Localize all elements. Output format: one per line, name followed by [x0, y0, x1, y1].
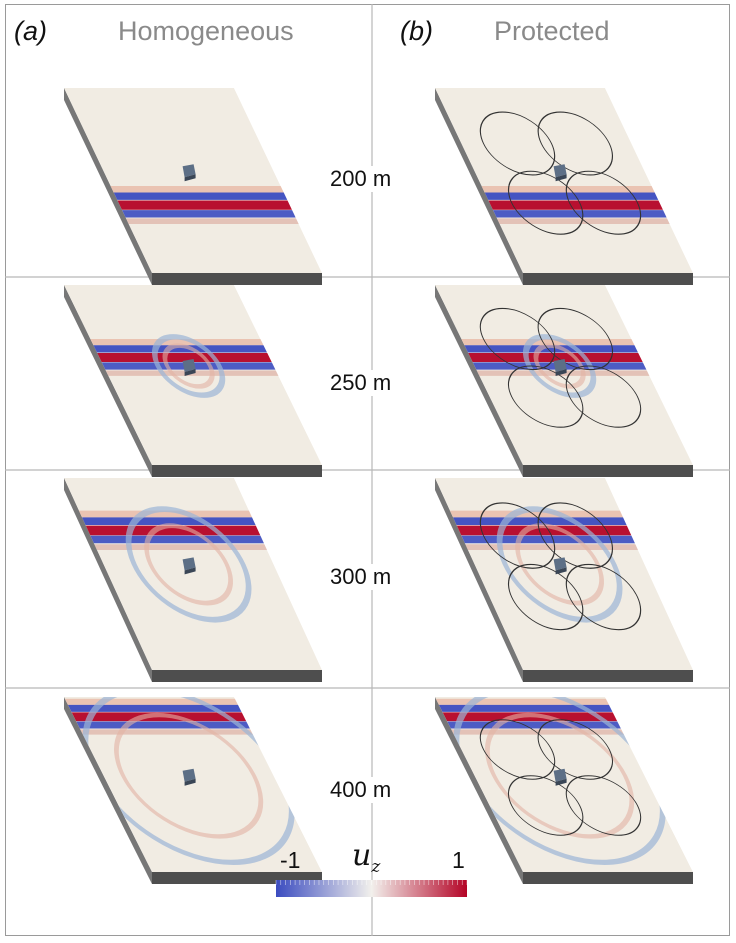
slab-front-side — [523, 670, 693, 682]
slab-front-side — [523, 465, 693, 477]
slab-top-face — [64, 88, 322, 273]
slab-top-face — [435, 697, 693, 872]
colorbar-min-label: -1 — [280, 847, 301, 873]
panel-b-title: Protected — [494, 16, 610, 46]
protection-ring-1 — [537, 111, 614, 176]
distance-label-400: 400 m — [328, 777, 394, 803]
protection-ring-2 — [507, 365, 584, 428]
slab-left-side — [435, 285, 523, 477]
slab-left-side — [435, 478, 523, 682]
protection-ring-3 — [565, 775, 642, 836]
protection-ring-2 — [507, 563, 584, 631]
protection-ring-3 — [565, 170, 642, 235]
panel-a-title: Homogeneous — [118, 16, 294, 46]
slab-front-side — [152, 670, 322, 682]
distance-label-200: 200 m — [328, 166, 394, 192]
slab-front-side — [152, 273, 322, 285]
protection-ring-1 — [537, 307, 614, 371]
slab-front-side — [152, 465, 322, 477]
structure-block — [182, 768, 196, 782]
structure-block — [182, 164, 196, 178]
structure-block — [553, 164, 567, 178]
structure-block — [182, 557, 196, 571]
protection-ring-1 — [537, 719, 614, 780]
slab-protected-row-3 — [435, 697, 693, 884]
slab-front-side — [523, 273, 693, 285]
slab-left-side — [64, 285, 152, 477]
structure-block — [553, 768, 567, 782]
colorbar-max-label: 1 — [452, 847, 465, 873]
protection-ring-2 — [507, 170, 584, 235]
slab-top-face — [435, 88, 693, 273]
slab-top-face — [435, 285, 693, 465]
protection-ring-0 — [479, 307, 556, 371]
protection-ring-0 — [479, 502, 556, 569]
distance-label-300: 300 m — [328, 564, 394, 590]
slab-left-side — [64, 88, 152, 285]
protection-ring-3 — [565, 365, 642, 428]
panel-a-label: (a) — [14, 16, 47, 46]
protection-ring-3 — [565, 563, 642, 631]
slab-homogeneous-row-1 — [64, 285, 322, 477]
slab-top-face — [64, 285, 322, 465]
slab-left-side — [64, 697, 152, 884]
slab-homogeneous-row-2 — [64, 478, 322, 682]
slab-homogeneous-row-0 — [64, 88, 322, 285]
slab-tiles — [64, 88, 693, 884]
panel-b-label: (b) — [400, 16, 433, 46]
protection-ring-2 — [507, 775, 584, 836]
protection-ring-1 — [537, 502, 614, 569]
slab-top-face — [435, 478, 693, 670]
slab-front-side — [523, 872, 693, 884]
slab-left-side — [435, 697, 523, 884]
colorbar-title: uz — [352, 838, 381, 877]
protection-ring-0 — [479, 719, 556, 780]
slab-homogeneous-row-3 — [64, 697, 322, 884]
structure-block — [553, 359, 567, 372]
distance-label-250: 250 m — [328, 370, 394, 396]
structure-block — [182, 359, 196, 372]
slab-left-side — [64, 478, 152, 682]
slab-protected-row-0 — [435, 88, 693, 285]
slab-left-side — [435, 88, 523, 285]
slab-protected-row-2 — [435, 478, 693, 682]
slab-protected-row-1 — [435, 285, 693, 477]
slab-top-face — [64, 478, 322, 670]
protection-ring-0 — [479, 111, 556, 176]
colorbar — [275, 880, 468, 897]
structure-block — [553, 557, 567, 571]
